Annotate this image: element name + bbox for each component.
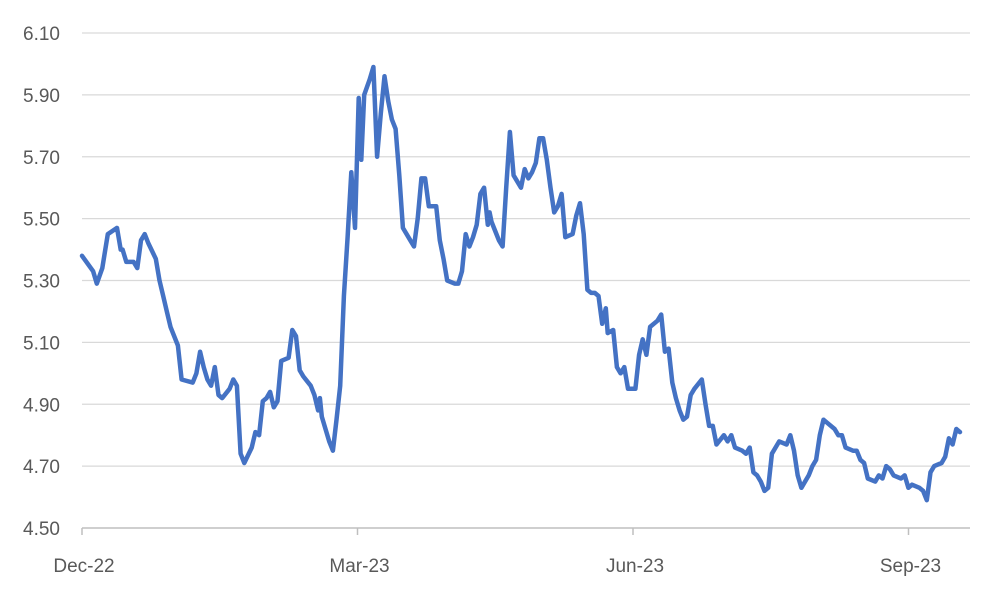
- x-tick-label: Jun-23: [606, 556, 664, 577]
- series-line-0: [79, 64, 963, 503]
- y-axis-tick-labels: 4.50 4.70 4.90 5.10 5.30 5.50 5.70 5.90 6.10: [23, 24, 60, 540]
- y-tick-label: 4.50: [23, 519, 60, 540]
- y-tick-label: 5.70: [23, 148, 60, 169]
- y-tick-label: 5.90: [23, 86, 60, 107]
- x-tick-label: Sep-23: [880, 556, 941, 577]
- y-tick-label: 5.50: [23, 210, 60, 231]
- x-tick-label: Dec-22: [53, 556, 114, 577]
- y-tick-label: 6.10: [23, 24, 60, 45]
- series-lines: [79, 64, 963, 503]
- x-axis-tick-labels: Dec-22 Mar-23 Jun-23 Sep-23: [53, 556, 941, 577]
- gridlines: [82, 32, 970, 467]
- x-axis-ticks: [81, 528, 910, 535]
- y-tick-label: 5.30: [23, 272, 60, 293]
- y-tick-label: 4.90: [23, 395, 60, 416]
- x-tick-label: Mar-23: [329, 556, 389, 577]
- y-tick-label: 4.70: [23, 457, 60, 478]
- y-tick-label: 5.10: [23, 333, 60, 354]
